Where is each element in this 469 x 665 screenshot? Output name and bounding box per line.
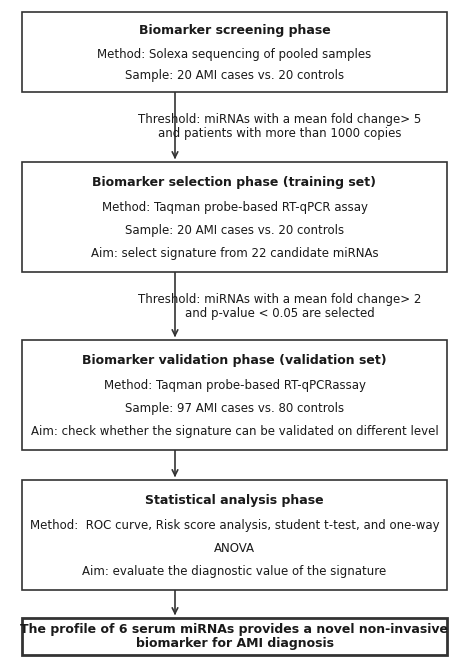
Text: Aim: check whether the signature can be validated on different level: Aim: check whether the signature can be … (30, 425, 439, 438)
Text: Biomarker validation phase (validation set): Biomarker validation phase (validation s… (82, 354, 387, 367)
Text: Method: Taqman probe-based RT-qPCRassay: Method: Taqman probe-based RT-qPCRassay (104, 379, 365, 392)
Text: Aim: evaluate the diagnostic value of the signature: Aim: evaluate the diagnostic value of th… (83, 565, 386, 578)
Text: Sample: 97 AMI cases vs. 80 controls: Sample: 97 AMI cases vs. 80 controls (125, 402, 344, 415)
Text: ANOVA: ANOVA (214, 542, 255, 555)
Text: Method: Taqman probe-based RT-qPCR assay: Method: Taqman probe-based RT-qPCR assay (101, 201, 368, 214)
Text: Aim: select signature from 22 candidate miRNAs: Aim: select signature from 22 candidate … (91, 247, 378, 260)
Text: Sample: 20 AMI cases vs. 20 controls: Sample: 20 AMI cases vs. 20 controls (125, 224, 344, 237)
Text: Sample: 20 AMI cases vs. 20 controls: Sample: 20 AMI cases vs. 20 controls (125, 68, 344, 82)
Text: Threshold: miRNAs with a mean fold change> 2: Threshold: miRNAs with a mean fold chang… (138, 293, 422, 305)
Text: The profile of 6 serum miRNAs provides a novel non-invasive
biomarker for AMI di: The profile of 6 serum miRNAs provides a… (21, 622, 448, 650)
Text: Method:  ROC curve, Risk score analysis, student t-test, and one-way: Method: ROC curve, Risk score analysis, … (30, 519, 439, 533)
Text: Biomarker selection phase (training set): Biomarker selection phase (training set) (92, 176, 377, 189)
Bar (22, 618, 447, 655)
Text: Statistical analysis phase: Statistical analysis phase (145, 494, 324, 507)
Text: Threshold: miRNAs with a mean fold change> 5: Threshold: miRNAs with a mean fold chang… (138, 114, 422, 126)
Bar (22, 480, 447, 590)
Text: and patients with more than 1000 copies: and patients with more than 1000 copies (158, 128, 402, 140)
Text: Method: Solexa sequencing of pooled samples: Method: Solexa sequencing of pooled samp… (98, 48, 371, 61)
Text: Biomarker screening phase: Biomarker screening phase (139, 25, 330, 37)
Bar (22, 12, 447, 92)
Bar (22, 340, 447, 450)
Text: and p-value < 0.05 are selected: and p-value < 0.05 are selected (185, 307, 375, 319)
Bar (22, 162, 447, 272)
